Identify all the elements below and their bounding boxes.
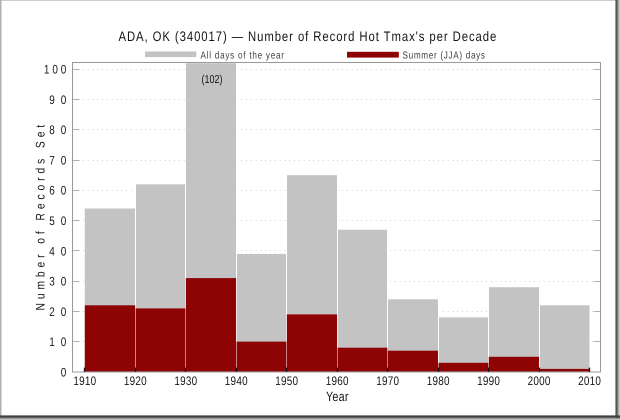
svg-text:1960: 1960	[326, 374, 349, 388]
svg-text:Number of Records Set: Number of Records Set	[33, 124, 47, 310]
svg-text:100: 100	[44, 63, 66, 77]
svg-text:2010: 2010	[578, 374, 601, 388]
svg-text:Year: Year	[326, 389, 349, 404]
svg-text:1950: 1950	[275, 374, 298, 388]
svg-text:All days of the year: All days of the year	[201, 51, 285, 62]
svg-text:2000: 2000	[528, 374, 551, 388]
svg-text:0: 0	[61, 365, 67, 379]
svg-text:1940: 1940	[225, 374, 248, 388]
svg-text:Summer (JJA) days: Summer (JJA) days	[403, 51, 485, 62]
svg-text:1930: 1930	[174, 374, 197, 388]
svg-text:1910: 1910	[73, 374, 96, 388]
svg-text:1990: 1990	[477, 374, 500, 388]
svg-text:1970: 1970	[376, 374, 399, 388]
svg-text:1920: 1920	[124, 374, 147, 388]
svg-text:ADA, OK (340017) — Number of R: ADA, OK (340017) — Number of Record Hot …	[119, 29, 497, 44]
svg-text:1980: 1980	[427, 374, 450, 388]
svg-text:(102): (102)	[202, 74, 223, 86]
